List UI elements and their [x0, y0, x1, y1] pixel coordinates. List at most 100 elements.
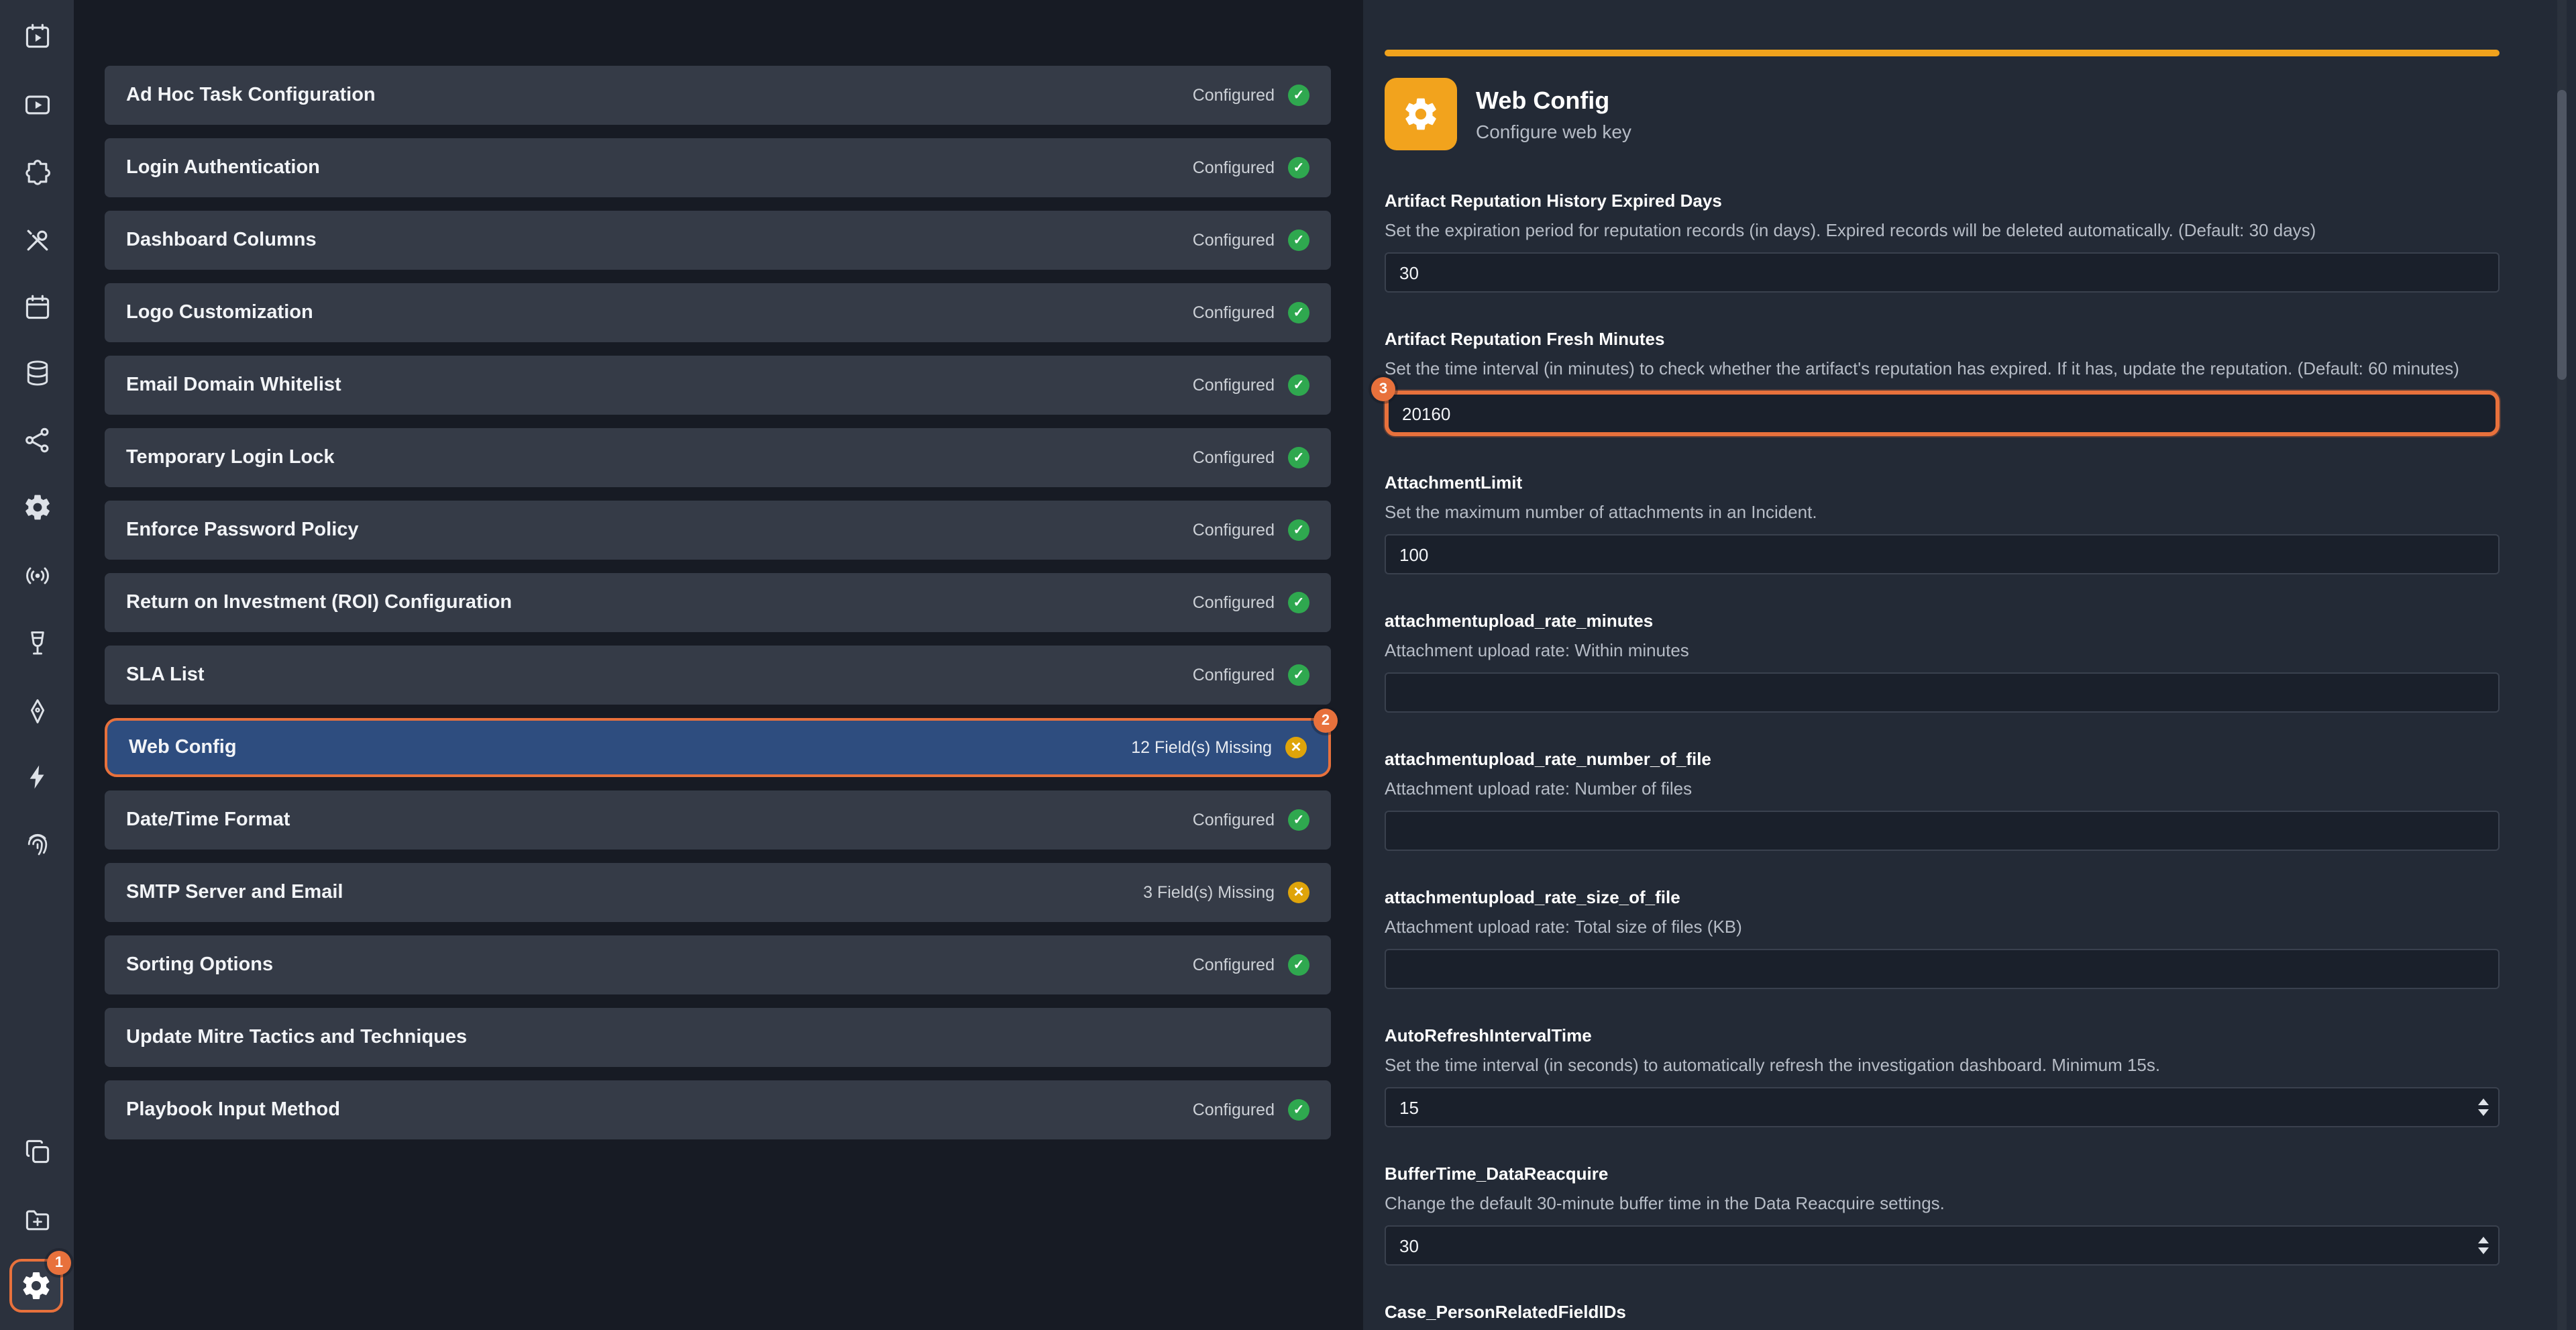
config-item-web-config[interactable]: Web Config 12 Field(s) Missing 2	[105, 709, 1338, 777]
glass-level-icon[interactable]	[22, 628, 52, 658]
configured-check-icon	[1288, 157, 1309, 178]
field-label: BufferTime_DataReacquire	[1385, 1164, 1609, 1184]
config-item-ad-hoc-task[interactable]: Ad Hoc Task Configuration Configured	[105, 66, 1331, 125]
fingerprint-icon[interactable]	[22, 829, 52, 859]
missing-x-icon	[1288, 882, 1309, 903]
spinner-down-icon[interactable]	[2478, 1109, 2489, 1116]
config-list: Ad Hoc Task Configuration Configured Log…	[105, 66, 1338, 1153]
expired-days-input[interactable]	[1385, 252, 2500, 293]
config-item-status: Configured	[1192, 158, 1275, 177]
config-item-label: Update Mitre Tactics and Techniques	[126, 1027, 468, 1048]
config-item-roi-configuration[interactable]: Return on Investment (ROI) Configuration…	[105, 573, 1331, 632]
buffer-time-input[interactable]	[1385, 1225, 2500, 1266]
spinner-up-icon[interactable]	[2478, 1237, 2489, 1243]
database-icon[interactable]	[22, 358, 52, 388]
settings-gear-icon[interactable]: 1	[9, 1251, 71, 1313]
config-item-status: Configured	[1192, 811, 1275, 829]
config-item-status: Configured	[1192, 376, 1275, 395]
config-item-status: Configured	[1192, 593, 1275, 612]
spinner-down-icon[interactable]	[2478, 1247, 2489, 1254]
field-label: attachmentupload_rate_size_of_file	[1385, 887, 1680, 907]
field-case-person-related: Case_PersonRelatedFieldIDs	[1385, 1302, 2500, 1322]
config-item-label: Return on Investment (ROI) Configuration	[126, 592, 513, 613]
configured-check-icon	[1288, 664, 1309, 686]
lightning-icon[interactable]	[22, 762, 52, 792]
config-item-login-authentication[interactable]: Login Authentication Configured	[105, 138, 1331, 197]
config-item-playbook-input-method[interactable]: Playbook Input Method Configured	[105, 1080, 1331, 1139]
field-expired-days: Artifact Reputation History Expired Days…	[1385, 191, 2500, 293]
config-item-sorting-options[interactable]: Sorting Options Configured	[105, 935, 1331, 994]
config-item-label: Login Authentication	[126, 157, 320, 178]
config-item-status: Configured	[1192, 231, 1275, 250]
config-item-status: Configured	[1192, 1101, 1275, 1119]
config-item-temporary-login-lock[interactable]: Temporary Login Lock Configured	[105, 428, 1331, 487]
field-label: attachmentupload_rate_number_of_file	[1385, 749, 1711, 769]
config-item-status: Configured	[1192, 86, 1275, 105]
field-label: attachmentupload_rate_minutes	[1385, 611, 1654, 631]
configured-check-icon	[1288, 374, 1309, 396]
field-description: Attachment upload rate: Total size of fi…	[1385, 917, 1742, 937]
config-item-logo-customization[interactable]: Logo Customization Configured	[105, 283, 1331, 342]
config-item-label: Web Config	[129, 737, 237, 758]
field-auto-refresh-interval: AutoRefreshIntervalTime Set the time int…	[1385, 1025, 2500, 1127]
number-spinner[interactable]	[2478, 1237, 2489, 1254]
config-item-dashboard-columns[interactable]: Dashboard Columns Configured	[105, 211, 1331, 270]
gear-icon[interactable]	[22, 493, 52, 522]
field-description: Set the maximum number of attachments in…	[1385, 502, 1817, 522]
field-label: AutoRefreshIntervalTime	[1385, 1025, 1592, 1045]
detail-subtitle: Configure web key	[1476, 120, 1631, 142]
auto-refresh-input[interactable]	[1385, 1087, 2500, 1127]
field-description: Change the default 30-minute buffer time…	[1385, 1193, 1945, 1213]
config-item-datetime-format[interactable]: Date/Time Format Configured	[105, 790, 1331, 850]
configured-check-icon	[1288, 85, 1309, 106]
field-label: Case_PersonRelatedFieldIDs	[1385, 1302, 1626, 1322]
config-item-label: Email Domain Whitelist	[126, 374, 341, 396]
video-library-icon[interactable]	[22, 90, 52, 119]
config-item-label: SMTP Server and Email	[126, 882, 343, 903]
network-share-icon[interactable]	[22, 425, 52, 455]
copy-icon[interactable]	[22, 1137, 52, 1166]
config-item-update-mitre[interactable]: Update Mitre Tactics and Techniques	[105, 1008, 1331, 1067]
fields-container: Artifact Reputation History Expired Days…	[1371, 191, 2500, 1322]
accent-top-bar	[1385, 50, 2500, 56]
config-item-sla-list[interactable]: SLA List Configured	[105, 646, 1331, 705]
rate-number-input[interactable]	[1385, 811, 2500, 851]
folder-icon[interactable]	[22, 1205, 52, 1235]
config-item-smtp-server[interactable]: SMTP Server and Email 3 Field(s) Missing	[105, 863, 1331, 922]
step-badge-1: 1	[47, 1251, 71, 1275]
field-fresh-minutes: Artifact Reputation Fresh Minutes Set th…	[1371, 329, 2500, 436]
config-item-enforce-password-policy[interactable]: Enforce Password Policy Configured	[105, 501, 1331, 560]
field-rate-number-of-file: attachmentupload_rate_number_of_file Att…	[1385, 749, 2500, 851]
fresh-minutes-input[interactable]	[1385, 391, 2500, 436]
attachment-limit-input[interactable]	[1385, 534, 2500, 574]
configured-check-icon	[1288, 229, 1309, 251]
scheduled-task-icon[interactable]	[22, 21, 52, 51]
rate-minutes-input[interactable]	[1385, 672, 2500, 713]
config-item-email-domain-whitelist[interactable]: Email Domain Whitelist Configured	[105, 356, 1331, 415]
spinner-up-icon[interactable]	[2478, 1098, 2489, 1105]
sidebar: 1	[0, 0, 74, 1330]
rate-size-input[interactable]	[1385, 949, 2500, 989]
config-item-status: Configured	[1192, 666, 1275, 684]
field-description: Attachment upload rate: Within minutes	[1385, 640, 1689, 660]
config-item-label: Dashboard Columns	[126, 229, 317, 251]
web-config-gear-icon	[1385, 78, 1457, 150]
config-item-label: Temporary Login Lock	[126, 447, 335, 468]
configured-check-icon	[1288, 1099, 1309, 1121]
configured-check-icon	[1288, 954, 1309, 976]
field-label: AttachmentLimit	[1385, 472, 1523, 493]
tools-icon[interactable]	[22, 225, 52, 255]
broadcast-icon[interactable]	[22, 561, 52, 591]
plugins-puzzle-icon[interactable]	[22, 158, 52, 188]
calendar-icon[interactable]	[22, 293, 52, 322]
field-description: Set the expiration period for reputation…	[1385, 220, 2316, 240]
pen-nib-icon[interactable]	[22, 697, 52, 726]
field-buffer-time: BufferTime_DataReacquire Change the defa…	[1385, 1164, 2500, 1266]
configured-check-icon	[1288, 809, 1309, 831]
number-spinner[interactable]	[2478, 1098, 2489, 1116]
scrollbar-thumb[interactable]	[2557, 90, 2567, 380]
configured-check-icon	[1288, 447, 1309, 468]
field-description: Set the time interval (in minutes) to ch…	[1385, 358, 2459, 378]
configured-check-icon	[1288, 519, 1309, 541]
